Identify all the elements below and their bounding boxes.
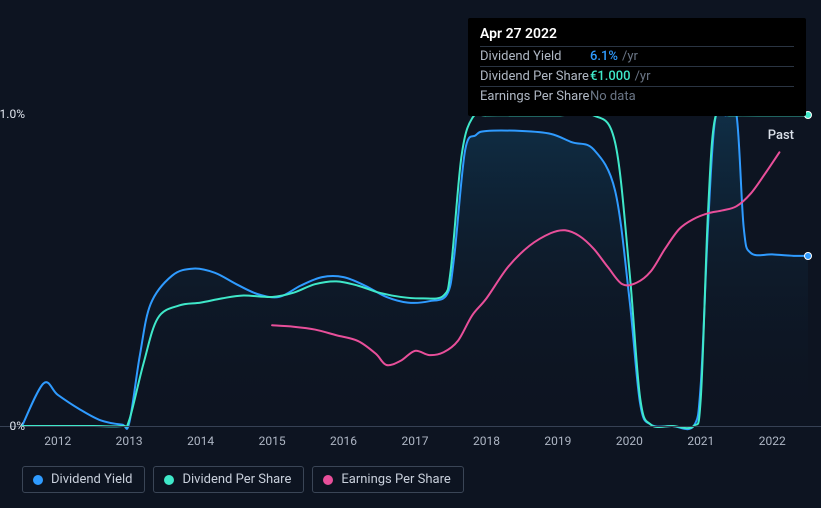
tooltip-row: Earnings Per Share No data <box>480 86 794 106</box>
tooltip-nodata: No data <box>590 89 636 104</box>
legend-label: Dividend Per Share <box>182 472 291 487</box>
legend-label: Dividend Yield <box>51 472 132 487</box>
x-axis-label: 2019 <box>544 434 571 448</box>
baseline <box>0 426 821 427</box>
tooltip-row: Dividend Per Share €1.000/yr <box>480 66 794 86</box>
legend-item-dividend-yield[interactable]: Dividend Yield <box>22 466 145 493</box>
x-axis-label: 2020 <box>616 434 643 448</box>
x-axis-label: 2022 <box>759 434 786 448</box>
tooltip-label: Dividend Per Share <box>480 69 590 84</box>
legend-item-earnings-per-share[interactable]: Earnings Per Share <box>312 466 463 493</box>
legend-label: Earnings Per Share <box>341 472 450 487</box>
tooltip-value: 6.1% <box>590 49 618 64</box>
y-axis-label: 11.0% <box>0 107 25 121</box>
x-axis-label: 2016 <box>330 434 357 448</box>
x-axis-label: 2014 <box>187 434 214 448</box>
legend-item-dividend-per-share[interactable]: Dividend Per Share <box>153 466 304 493</box>
tooltip-date: Apr 27 2022 <box>480 26 794 42</box>
x-axis-label: 2018 <box>473 434 500 448</box>
x-axis-label: 2012 <box>44 434 71 448</box>
legend: Dividend Yield Dividend Per Share Earnin… <box>22 466 464 493</box>
tooltip-unit: /yr <box>622 49 638 64</box>
tooltip-label: Earnings Per Share <box>480 89 590 104</box>
legend-dot <box>33 475 43 485</box>
series-end-marker-dividend_yield <box>804 252 812 260</box>
y-axis-label: 0% <box>0 419 25 433</box>
tooltip-value: €1.000 <box>590 69 631 84</box>
legend-dot <box>164 475 174 485</box>
x-axis-label: 2013 <box>116 434 143 448</box>
tooltip-unit: /yr <box>635 69 651 84</box>
past-label: Past <box>768 128 794 143</box>
tooltip-row: Dividend Yield 6.1% /yr <box>480 46 794 66</box>
x-axis-label: 2021 <box>687 434 714 448</box>
chart-tooltip: Apr 27 2022 Dividend Yield 6.1% /yr Divid… <box>468 18 806 116</box>
tooltip-label: Dividend Yield <box>480 49 590 64</box>
legend-dot <box>323 475 333 485</box>
x-axis-label: 2015 <box>259 434 286 448</box>
x-axis-label: 2017 <box>402 434 429 448</box>
